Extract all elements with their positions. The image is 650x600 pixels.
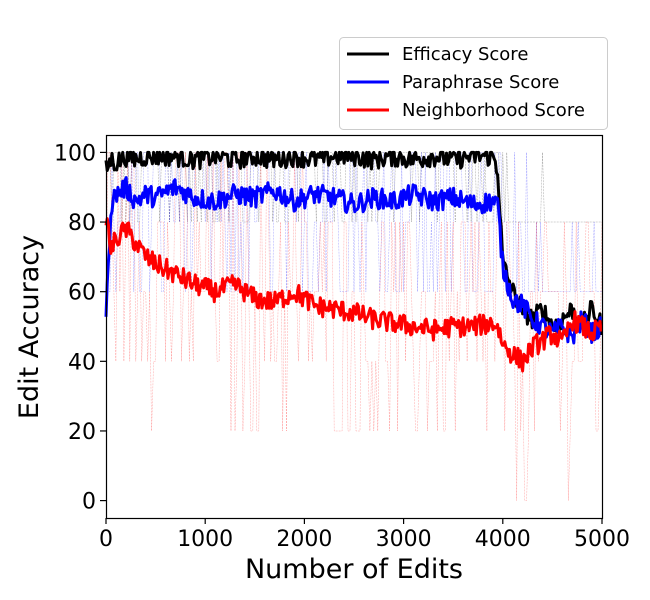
- x-axis-label: Number of Edits: [245, 554, 463, 585]
- y-tick-label: 100: [54, 141, 96, 166]
- y-tick-label: 0: [82, 490, 96, 515]
- series-line-paraphrase-score: [104, 176, 603, 345]
- plot-frame: [105, 134, 604, 520]
- raw-trace-paraphrase-score: [106, 152, 602, 292]
- legend-label-efficacy: Efficacy Score: [402, 44, 528, 65]
- x-tick-label: 1000: [177, 527, 233, 552]
- legend-label-neighborhood: Neighborhood Score: [402, 100, 585, 121]
- x-tick-label: 3000: [376, 527, 432, 552]
- raw-traces: [105, 152, 603, 501]
- series-lines: [104, 150, 603, 373]
- x-tick-label: 0: [99, 527, 113, 552]
- y-tick-label: 60: [68, 281, 96, 306]
- legend: Efficacy Score Paraphrase Score Neighbor…: [339, 37, 608, 130]
- legend-box: [339, 37, 608, 130]
- y-tick-label: 80: [68, 211, 96, 236]
- raw-trace-efficacy-score: [106, 152, 602, 223]
- x-tick-label: 2000: [276, 527, 332, 552]
- y-axis-label: Edit Accuracy: [14, 235, 45, 419]
- y-tick-label: 20: [68, 420, 96, 445]
- x-tick-label: 5000: [574, 527, 630, 552]
- x-tick-label: 4000: [475, 527, 531, 552]
- x-axis-ticks: 0 1000 2000 3000 4000 5000: [99, 518, 630, 552]
- y-axis-ticks: 0 20 40 60 80 100: [54, 141, 106, 515]
- legend-label-paraphrase: Paraphrase Score: [402, 72, 559, 93]
- y-tick-label: 40: [68, 350, 96, 375]
- series-line-neighborhood-score: [104, 217, 603, 373]
- raw-trace-neighborhood-score: [105, 152, 603, 501]
